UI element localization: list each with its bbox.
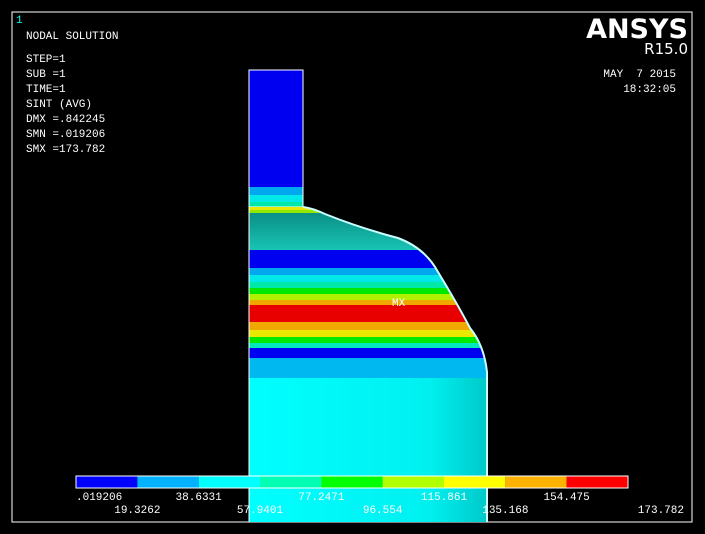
legend-label: 173.782 bbox=[638, 505, 684, 517]
legend-swatch bbox=[444, 476, 506, 488]
band bbox=[249, 275, 487, 282]
band bbox=[249, 348, 487, 358]
legend-swatch bbox=[260, 476, 322, 488]
band bbox=[249, 213, 487, 250]
legend-swatch bbox=[566, 476, 628, 488]
column-band bbox=[249, 187, 303, 195]
info-title: NODAL SOLUTION bbox=[26, 31, 118, 43]
legend-label: 96.554 bbox=[363, 505, 403, 517]
info-line: TIME=1 bbox=[26, 84, 66, 96]
band bbox=[249, 322, 487, 330]
band bbox=[249, 294, 487, 300]
band bbox=[249, 268, 487, 275]
band bbox=[249, 337, 487, 343]
band bbox=[249, 288, 487, 294]
legend-swatch bbox=[137, 476, 199, 488]
date: MAY 7 2015 bbox=[603, 69, 676, 81]
legend-swatch bbox=[505, 476, 567, 488]
band bbox=[249, 210, 487, 213]
info-block: STEP=1 SUB =1 TIME=1 SINT (AVG) DMX =.842245… bbox=[26, 54, 105, 156]
band bbox=[249, 343, 487, 348]
legend-label: 57.9401 bbox=[237, 505, 284, 517]
band bbox=[249, 358, 487, 378]
legend-frame bbox=[75, 475, 629, 489]
info-line: DMX =.842245 bbox=[26, 114, 105, 126]
info-line: SINT (AVG) bbox=[26, 99, 92, 111]
legend-swatch bbox=[382, 476, 444, 488]
legend-label: 115.861 bbox=[421, 492, 468, 504]
column-band bbox=[249, 195, 303, 202]
flange bbox=[249, 207, 487, 522]
band bbox=[249, 300, 487, 305]
legend-swatch bbox=[198, 476, 260, 488]
legend-label: 135.168 bbox=[482, 505, 528, 517]
info-line: SMN =.019206 bbox=[26, 129, 105, 141]
info-line: STEP=1 bbox=[26, 54, 66, 66]
band bbox=[249, 305, 487, 322]
model: MX bbox=[248, 69, 488, 522]
legend-swatch bbox=[76, 476, 138, 488]
column-band bbox=[249, 202, 303, 207]
band bbox=[249, 207, 487, 210]
band bbox=[249, 282, 487, 288]
time: 18:32:05 bbox=[623, 84, 676, 96]
band bbox=[249, 330, 487, 337]
legend-label: 19.3262 bbox=[114, 505, 160, 517]
legend-swatch bbox=[321, 476, 383, 488]
legend-label: 154.475 bbox=[544, 492, 590, 504]
band bbox=[249, 250, 487, 268]
legend-label: 77.2471 bbox=[298, 492, 345, 504]
window-number: 1 bbox=[16, 15, 23, 27]
info-line: SUB =1 bbox=[26, 69, 66, 81]
max-marker: MX bbox=[392, 298, 406, 310]
brand-name: ANSYS bbox=[586, 14, 688, 45]
info-line: SMX =173.782 bbox=[26, 144, 105, 156]
legend-label: 38.6331 bbox=[176, 492, 223, 504]
outer-edge bbox=[302, 206, 488, 522]
column-band bbox=[249, 70, 303, 187]
legend-label: .019206 bbox=[76, 492, 122, 504]
band bbox=[249, 378, 487, 522]
brand-version: R15.0 bbox=[644, 40, 688, 58]
